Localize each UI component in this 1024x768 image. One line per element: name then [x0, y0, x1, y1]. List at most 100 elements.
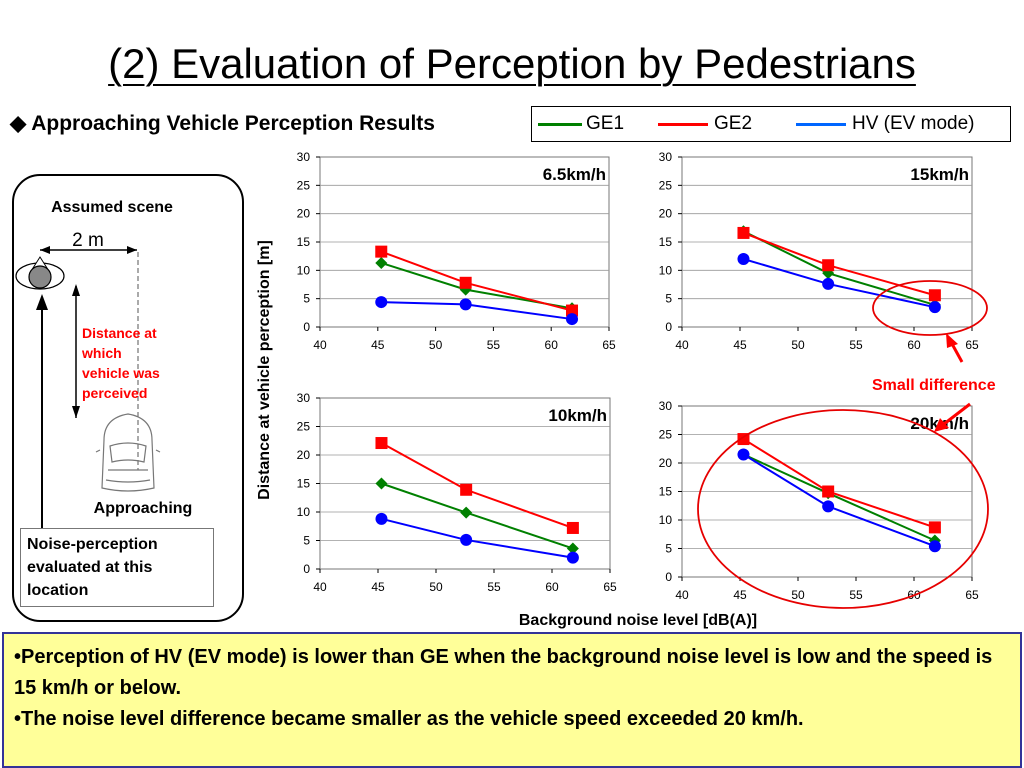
data-point — [737, 226, 750, 239]
scene-title: Assumed scene — [51, 199, 173, 216]
y-tick-label: 25 — [297, 178, 311, 192]
data-point — [566, 551, 579, 564]
x-tick-label: 50 — [429, 338, 443, 352]
y-tick-label: 5 — [303, 534, 310, 548]
data-point — [822, 485, 835, 498]
perceived-distance-label-text: Distance at — [82, 325, 157, 341]
x-tick-label: 65 — [965, 338, 979, 352]
x-tick-label: 55 — [849, 588, 863, 602]
arrowhead-walk-icon — [36, 294, 48, 310]
legend-swatch-hv — [796, 123, 846, 126]
chart-legend: GE1 GE2 HV (EV mode) — [531, 106, 1011, 142]
y-tick-label: 0 — [303, 562, 310, 576]
x-tick-label: 55 — [849, 338, 863, 352]
x-tick-label: 65 — [965, 588, 979, 602]
legend-label-ge2: GE2 — [714, 113, 753, 134]
data-point — [375, 256, 388, 269]
y-tick-label: 30 — [297, 391, 311, 405]
y-tick-label: 25 — [297, 420, 311, 434]
legend-swatch-ge2 — [658, 123, 708, 126]
data-point — [566, 304, 579, 317]
highlight-ellipse-20kmh — [697, 409, 989, 609]
x-tick-label: 45 — [733, 338, 747, 352]
x-tick-label: 40 — [675, 588, 689, 602]
x-tick-label: 55 — [487, 338, 501, 352]
scene-diagram: Assumed scene 2 m Distance at which vehic… — [15, 199, 193, 528]
y-tick-label: 20 — [659, 456, 673, 470]
arrowhead-down-icon — [72, 406, 80, 418]
perception-location-note: Noise-perception evaluated at this locat… — [20, 528, 214, 607]
highlight-ellipse-15kmh — [872, 280, 988, 336]
data-point — [566, 521, 579, 534]
panel-speed-label: 15km/h — [910, 165, 969, 184]
x-tick-label: 65 — [603, 580, 617, 594]
data-point — [460, 483, 473, 496]
y-axis-label: Distance at vehicle perception [m] — [256, 240, 273, 500]
x-tick-label: 60 — [545, 580, 559, 594]
summary-bullet-1: •Perception of HV (EV mode) is lower tha… — [14, 646, 993, 699]
data-point — [459, 298, 472, 311]
data-point — [375, 437, 388, 450]
data-point — [375, 296, 388, 309]
x-tick-label: 40 — [313, 338, 327, 352]
data-point — [928, 289, 941, 302]
x-tick-label: 60 — [545, 338, 559, 352]
x-tick-label: 45 — [371, 580, 385, 594]
perceived-distance-label-line: vehicle was — [82, 365, 160, 381]
car-icon — [95, 413, 161, 492]
x-tick-label: 50 — [429, 580, 443, 594]
y-tick-label: 20 — [297, 448, 311, 462]
arrowhead-annotation-down-icon — [934, 418, 949, 432]
data-point — [375, 512, 388, 525]
legend-label-ge1: GE1 — [586, 113, 625, 134]
y-tick-label: 10 — [659, 513, 673, 527]
data-point — [737, 448, 750, 461]
section-subtitle: ◆ Approaching Vehicle Perception Results — [10, 112, 435, 135]
data-point — [822, 259, 835, 272]
y-tick-label: 25 — [659, 178, 673, 192]
legend-swatch-ge1 — [538, 123, 582, 126]
x-tick-label: 50 — [791, 338, 805, 352]
arrowhead-annotation-up-icon — [946, 333, 958, 348]
summary-box: •Perception of HV (EV mode) is lower tha… — [2, 632, 1022, 768]
x-tick-label: 65 — [602, 338, 616, 352]
summary-bullet-2: •The noise level difference became small… — [14, 708, 804, 730]
x-tick-label: 40 — [313, 580, 327, 594]
data-point — [375, 477, 388, 490]
y-tick-label: 10 — [297, 263, 311, 277]
page-title: (2) Evaluation of Perception by Pedestri… — [108, 40, 916, 87]
pedestrian-icon — [15, 256, 65, 290]
panel-speed-label: 10km/h — [548, 406, 607, 425]
y-tick-label: 30 — [659, 399, 673, 413]
data-point — [460, 533, 473, 546]
arrowhead-left-icon — [40, 246, 50, 254]
y-tick-label: 15 — [297, 477, 311, 491]
y-tick-label: 0 — [665, 320, 672, 334]
data-point — [566, 313, 579, 326]
arrowhead-up-icon — [72, 284, 80, 296]
perceived-distance-label: Distance at which vehicle was perceived — [81, 325, 161, 401]
data-point — [460, 506, 473, 519]
data-point — [928, 521, 941, 534]
data-point — [737, 253, 750, 265]
y-tick-label: 15 — [297, 235, 311, 249]
y-tick-label: 10 — [297, 505, 311, 519]
y-tick-label: 5 — [303, 292, 310, 306]
y-tick-label: 30 — [297, 150, 311, 164]
data-point — [375, 245, 388, 258]
x-tick-label: 60 — [907, 338, 921, 352]
perceived-distance-label-line: which — [81, 345, 122, 361]
annotation-label: Small difference — [872, 377, 996, 394]
x-tick-label: 45 — [733, 588, 747, 602]
x-axis-label: Background noise level [dB(A)] — [519, 612, 757, 629]
data-point — [822, 500, 835, 513]
legend-label-hv: HV (EV mode) — [852, 113, 975, 134]
annotation-arrow-down — [943, 402, 971, 426]
approaching-label: Approaching — [94, 500, 193, 517]
y-tick-label: 5 — [665, 292, 672, 306]
data-point — [822, 277, 835, 290]
y-tick-label: 0 — [665, 570, 672, 584]
y-tick-label: 0 — [303, 320, 310, 334]
y-tick-label: 20 — [297, 207, 311, 221]
